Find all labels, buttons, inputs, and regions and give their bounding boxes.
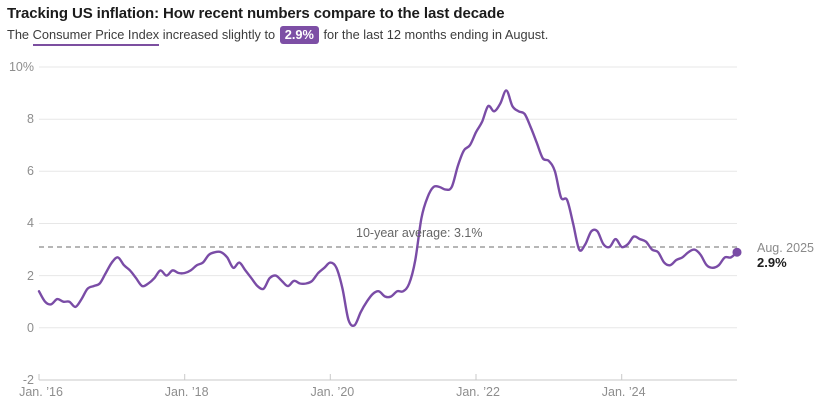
y-tick-label: 0 [27,320,34,335]
y-tick-label: 4 [27,216,34,231]
endpoint-value-label: 2.9% [757,255,787,270]
subtitle-middle: increased slightly to [159,27,279,42]
y-tick-label: 8 [27,112,34,127]
cpi-value-badge: 2.9% [279,26,319,44]
x-tick-label: Jan. ’24 [601,385,646,399]
x-tick-label: Jan. ’16 [19,385,63,399]
subtitle-suffix: for the last 12 months ending in August. [319,27,549,42]
subtitle-prefix: The [7,27,33,42]
endpoint-date-label: Aug. 2025 [757,241,814,255]
x-tick-label: Jan. ’18 [164,385,209,399]
y-tick-label: 10% [8,60,34,74]
endpoint-dot [732,247,742,257]
average-annotation: 10-year average: 3.1% [356,226,483,240]
y-tick-label: 2 [27,268,34,283]
y-tick-label: -2 [22,372,34,387]
x-tick-label: Jan. ’22 [456,385,500,399]
chart-subtitle: The Consumer Price Index increased sligh… [7,26,549,46]
x-tick-label: Jan. ’20 [310,385,355,399]
page-title: Tracking US inflation: How recent number… [7,5,505,22]
cpi-link[interactable]: Consumer Price Index [32,27,160,46]
y-tick-label: 6 [27,164,34,179]
cpi-line [37,89,739,327]
